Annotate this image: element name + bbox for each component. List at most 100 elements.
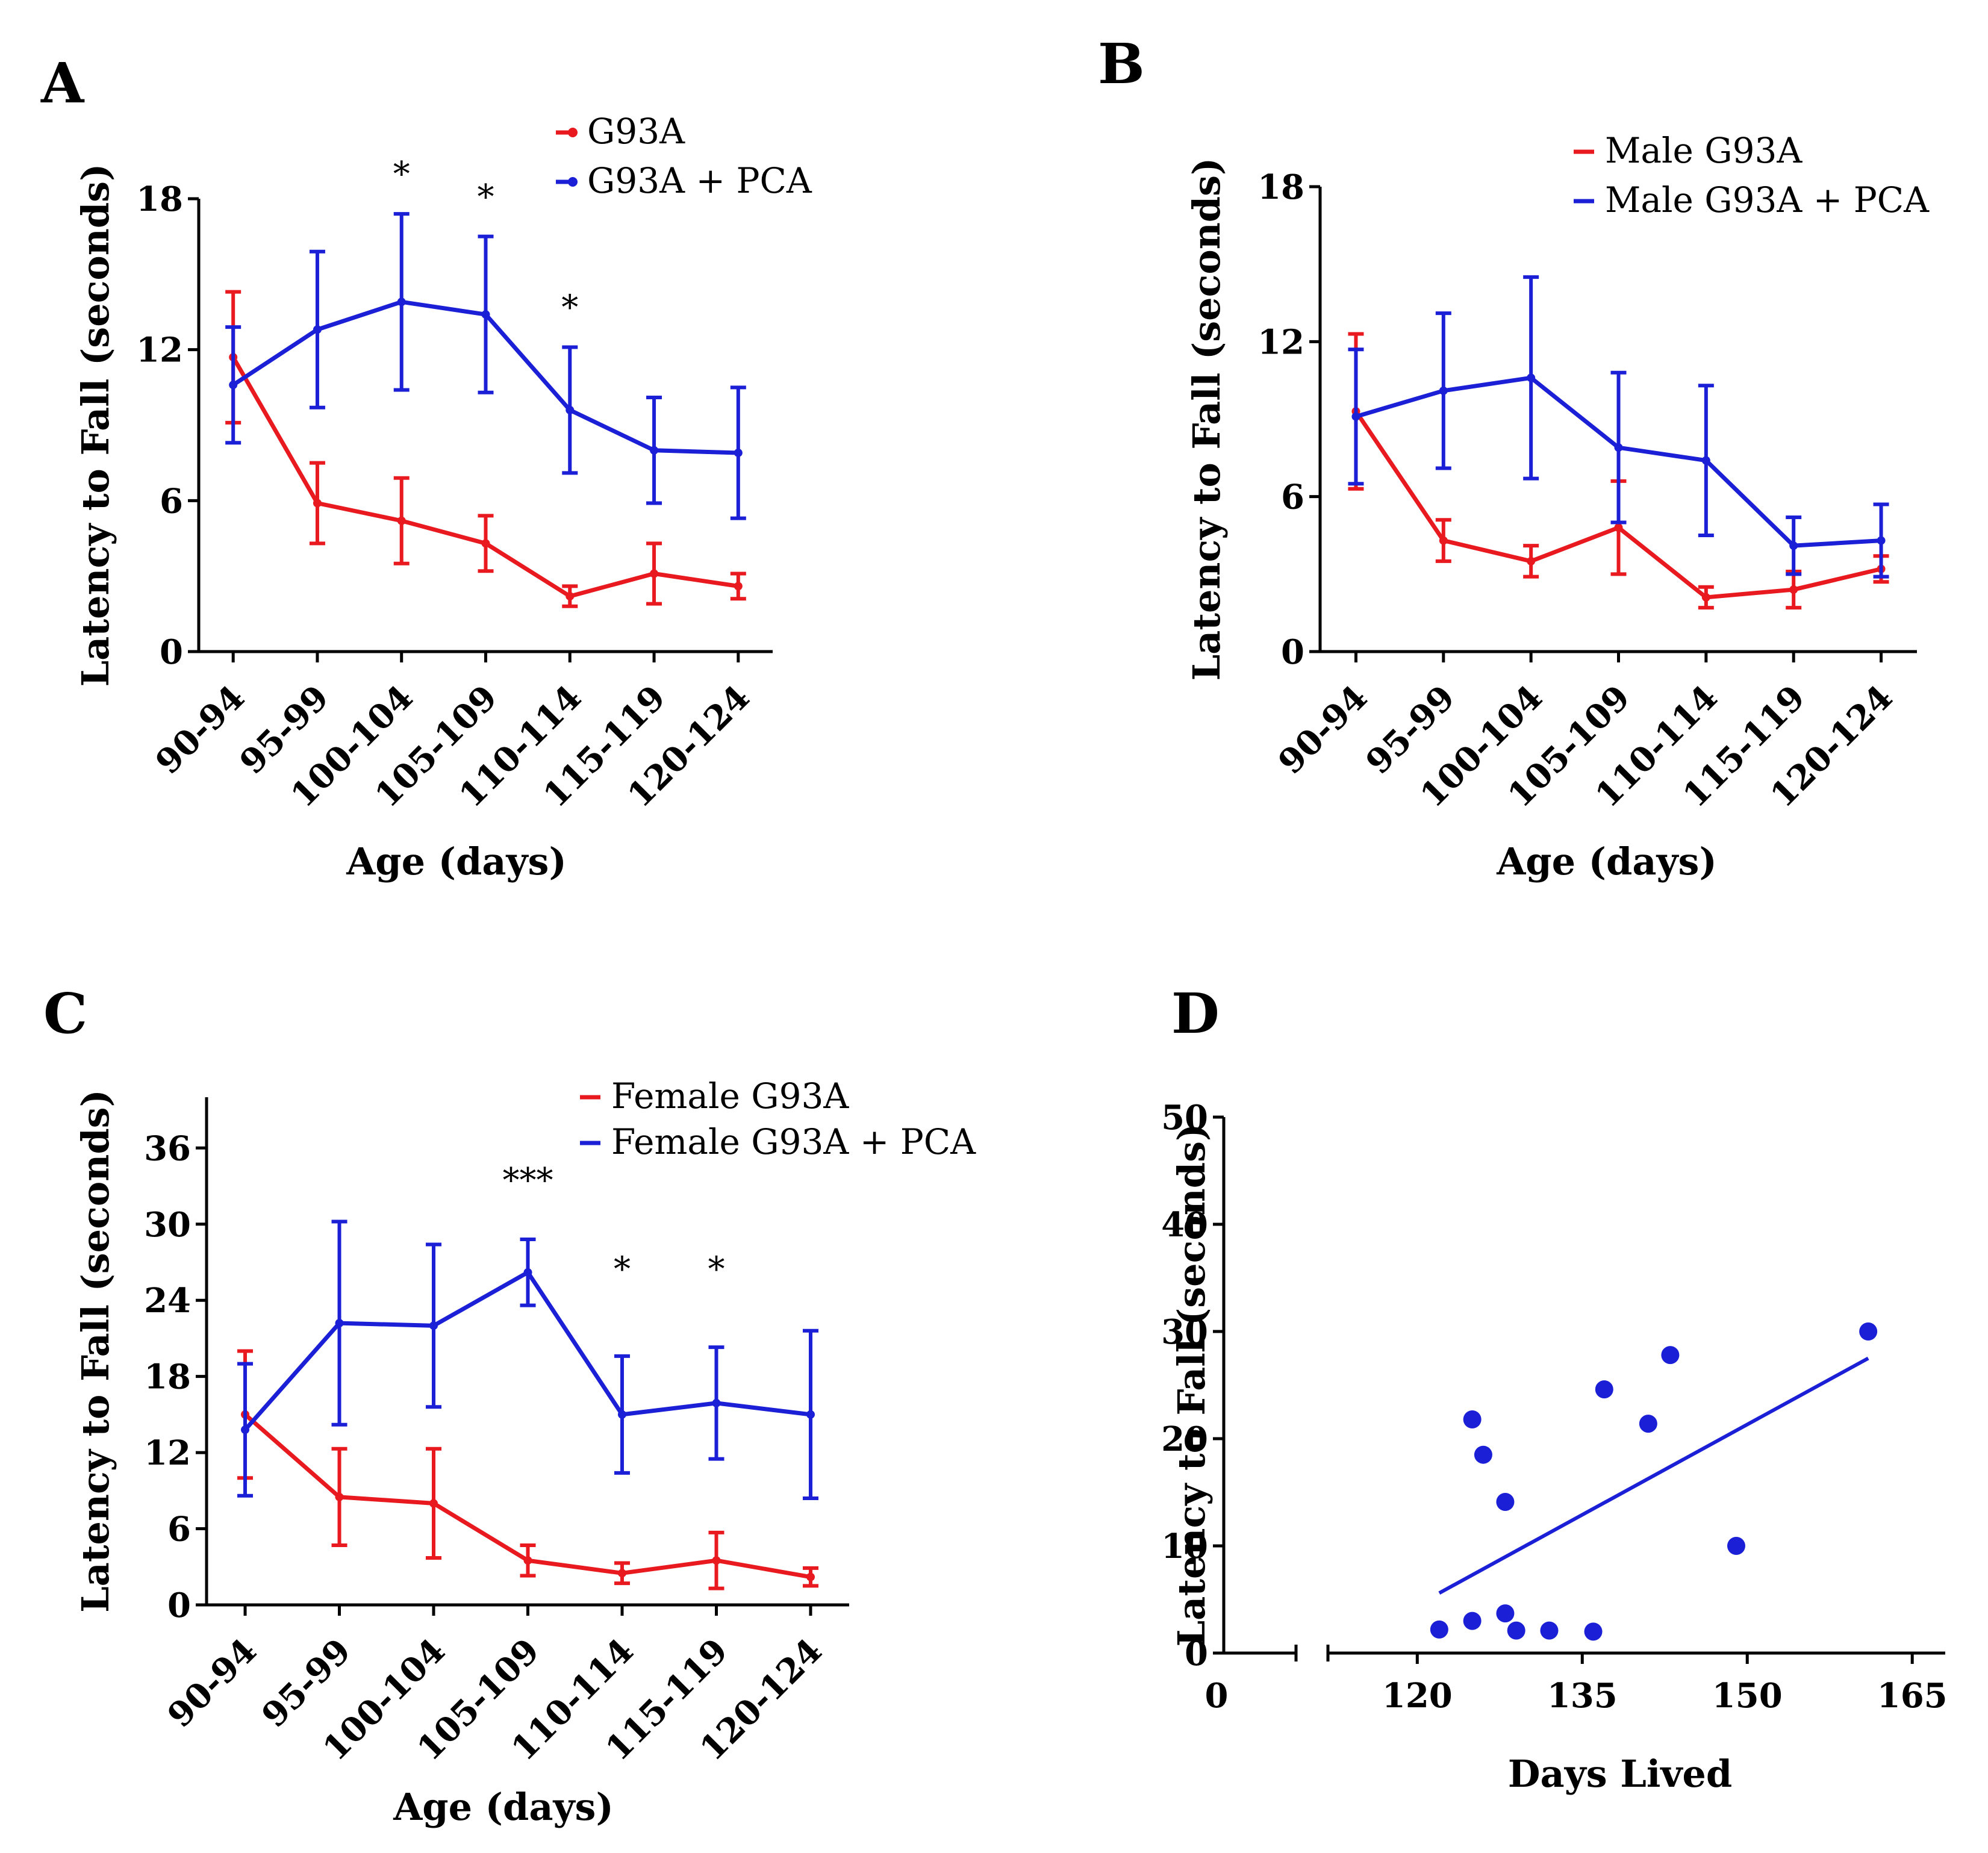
scatter-point-5 <box>1496 1604 1515 1623</box>
legend-label-female-g93a: Female G93A <box>611 1076 849 1116</box>
scatter-point-1 <box>1463 1612 1482 1630</box>
data-point-g93a-pca-6 <box>734 448 743 457</box>
scatter-point-0 <box>1430 1620 1448 1639</box>
data-point-female-g93a-1 <box>335 1492 344 1501</box>
data-point-female-g93a-pca-1 <box>335 1319 344 1328</box>
significance-marker-2: * <box>708 1250 724 1289</box>
y-tick-label-12: 12 <box>136 331 183 370</box>
x-tick-label-150: 150 <box>1712 1676 1783 1716</box>
y-tick-label-18: 18 <box>1257 167 1304 207</box>
data-point-female-g93a-pca-6 <box>806 1410 815 1419</box>
scatter-point-3 <box>1474 1445 1492 1464</box>
data-point-male-g93a-pca-5 <box>1789 541 1798 550</box>
y-tick-label-30: 30 <box>144 1205 191 1245</box>
data-point-g93a-4 <box>566 592 575 601</box>
y-axis-title: Latency to Fall (seconds) <box>73 1089 117 1613</box>
data-point-female-g93a-4 <box>617 1569 626 1578</box>
data-point-g93a-pca-3 <box>481 310 490 319</box>
x-tick-label-120: 120 <box>1382 1676 1453 1716</box>
data-point-male-g93a-pca-0 <box>1351 412 1360 421</box>
data-point-female-g93a-pca-4 <box>617 1410 626 1419</box>
data-point-male-g93a-pca-2 <box>1527 373 1536 382</box>
y-tick-label-40: 40 <box>1161 1205 1208 1245</box>
data-point-g93a-2 <box>397 516 406 525</box>
y-axis-title: Latency to Fall (seconds) <box>1185 158 1229 681</box>
data-point-female-g93a-pca-2 <box>429 1321 438 1330</box>
data-point-g93a-1 <box>313 499 322 508</box>
x-axis-title: Age (days) <box>1496 839 1717 883</box>
y-tick-label-12: 12 <box>1257 322 1304 362</box>
data-point-female-g93a-6 <box>806 1572 815 1581</box>
y-tick-label-0: 0 <box>1281 632 1304 672</box>
scatter-point-8 <box>1584 1622 1603 1641</box>
legend-label-male-g93a-pca: Male G93A + PCA <box>1605 179 1930 220</box>
y-tick-label-50: 50 <box>1161 1098 1208 1138</box>
significance-marker-1: * <box>614 1250 631 1289</box>
regression-line <box>1438 1356 1869 1595</box>
chart-c: 06121824303690-9495-99100-104105-109110-… <box>73 1076 976 1829</box>
y-tick-label-12: 12 <box>144 1433 191 1473</box>
x-tick-label-90-94: 90-94 <box>148 677 252 782</box>
y-tick-label-18: 18 <box>144 1357 191 1397</box>
data-point-male-g93a-1 <box>1439 536 1448 545</box>
y-tick-label-0: 0 <box>160 632 183 672</box>
panel-label-d: D <box>1171 981 1220 1046</box>
data-point-g93a-pca-4 <box>566 405 575 414</box>
data-point-g93a-pca-2 <box>397 297 406 307</box>
significance-marker-0: * <box>393 155 410 194</box>
panel-label-b: B <box>1098 31 1145 96</box>
y-tick-label-6: 6 <box>160 481 183 521</box>
significance-marker-2: * <box>561 288 578 328</box>
y-axis-title: Latency to Fall (seconds) <box>1170 1124 1214 1647</box>
data-point-male-g93a-4 <box>1701 593 1710 602</box>
significance-marker-1: * <box>478 178 494 217</box>
legend-label-g93a: G93A <box>587 111 685 152</box>
data-point-g93a-pca-5 <box>650 446 659 455</box>
y-tick-label-36: 36 <box>144 1129 191 1168</box>
legend-label-female-g93a-pca: Female G93A + PCA <box>611 1121 976 1162</box>
x-axis-title: Age (days) <box>346 839 567 883</box>
data-point-female-g93a-5 <box>712 1556 721 1565</box>
data-point-female-g93a-pca-5 <box>712 1398 721 1407</box>
panel-label-a: A <box>40 51 85 116</box>
data-point-male-g93a-pca-4 <box>1701 456 1710 465</box>
data-point-male-g93a-2 <box>1527 556 1536 565</box>
scatter-point-13 <box>1859 1322 1878 1341</box>
data-point-female-g93a-2 <box>429 1499 438 1508</box>
legend-label-male-g93a: Male G93A <box>1605 130 1803 171</box>
chart-b: 06121890-9495-99100-104105-109110-114115… <box>1185 130 1930 883</box>
chart-d: 0 10 20 30 40 50 0 120 135 150 165 Days Lived Latenc… <box>1161 1098 1948 1796</box>
data-point-female-g93a-pca-3 <box>523 1268 532 1277</box>
scatter-point-4 <box>1496 1493 1515 1512</box>
y-tick-label-30: 30 <box>1161 1312 1208 1352</box>
scatter-point-12 <box>1727 1537 1745 1555</box>
scatter-point-2 <box>1463 1410 1482 1428</box>
y-tick-label-6: 6 <box>167 1510 191 1549</box>
legend-label-g93a-pca: G93A + PCA <box>587 160 812 201</box>
panel-label-c: C <box>43 981 87 1046</box>
data-point-g93a-5 <box>650 569 659 578</box>
scatter-point-9 <box>1595 1380 1613 1399</box>
x-axis-title: Age (days) <box>393 1785 614 1829</box>
data-point-female-g93a-pca-0 <box>241 1425 250 1434</box>
x-tick-label-165: 165 <box>1877 1676 1948 1716</box>
x-axis-title: Days Lived <box>1508 1752 1732 1796</box>
y-tick-label-20: 20 <box>1161 1419 1208 1459</box>
data-point-male-g93a-pca-6 <box>1877 536 1886 545</box>
legend-marker-g93a-pca <box>568 177 578 187</box>
data-point-g93a-pca-0 <box>229 381 238 390</box>
scatter-point-11 <box>1661 1346 1680 1365</box>
y-tick-label-0: 0 <box>167 1586 191 1625</box>
scatter-point-7 <box>1540 1621 1559 1640</box>
y-axis-title: Latency to Fall (seconds) <box>73 164 117 687</box>
data-point-male-g93a-pca-1 <box>1439 386 1448 395</box>
y-tick-label-0: 0 <box>1185 1634 1208 1674</box>
x-tick-label-90-94: 90-94 <box>160 1631 264 1735</box>
legend-marker-g93a <box>568 128 578 137</box>
y-tick-label-24: 24 <box>144 1281 191 1321</box>
data-point-male-g93a-pca-3 <box>1614 443 1623 452</box>
data-point-male-g93a-5 <box>1789 585 1798 594</box>
x-tick-label-90-94: 90-94 <box>1271 677 1375 782</box>
data-point-g93a-pca-1 <box>313 325 322 334</box>
